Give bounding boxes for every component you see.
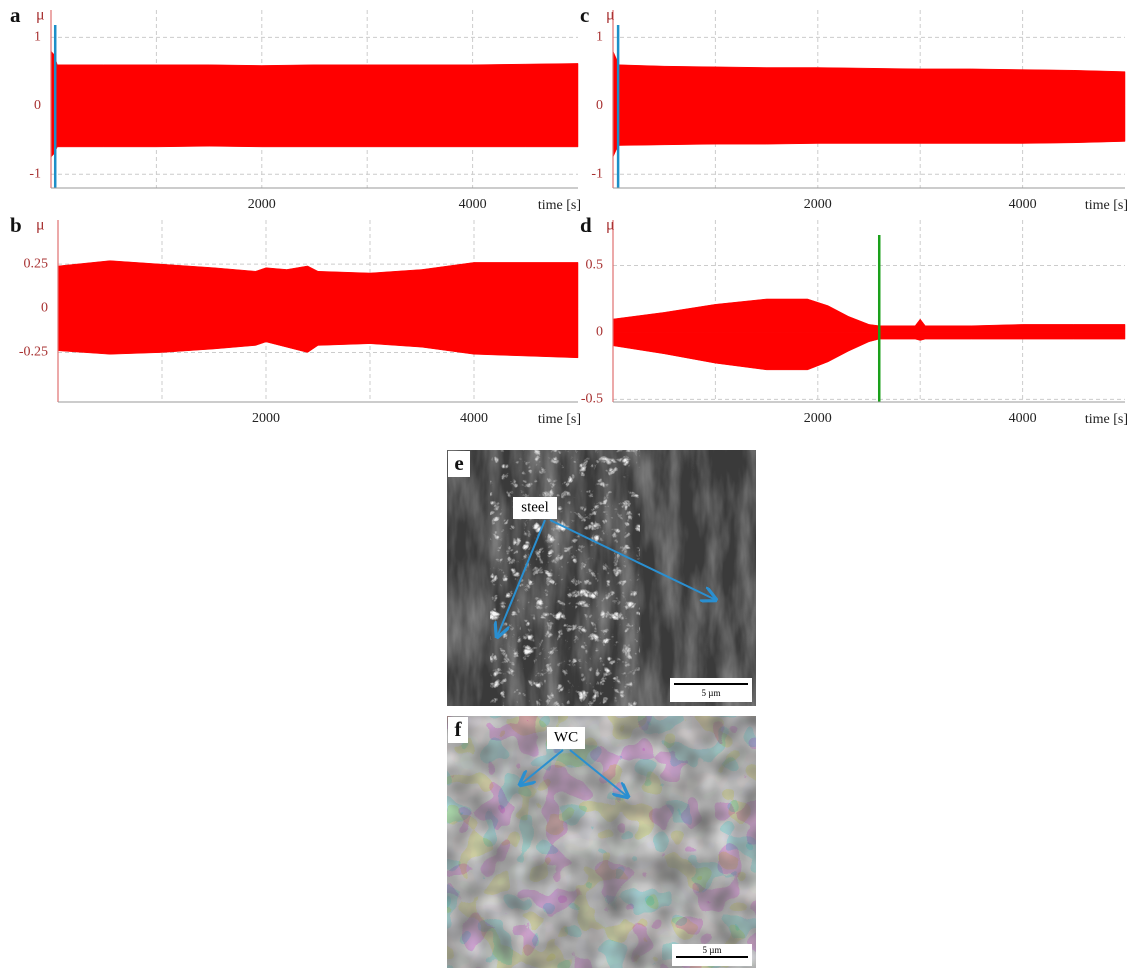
x-axis-label: time [s]	[538, 198, 581, 213]
y-tick-label: 0	[34, 98, 41, 113]
x-tick-label: 2000	[252, 411, 280, 426]
y-axis-label: μ	[606, 217, 615, 234]
panel-label: c	[580, 3, 589, 27]
y-axis-label: μ	[36, 7, 45, 24]
y-tick-label: 1	[596, 30, 603, 45]
panel-label: f	[455, 717, 463, 741]
y-tick-label: 0	[41, 301, 48, 316]
x-axis-label: time [s]	[1085, 412, 1128, 427]
panel-label: a	[10, 3, 21, 27]
scale-label: 5 µm	[702, 688, 721, 698]
sem-texture	[447, 716, 756, 968]
sem-panel-f: f WC 5 µm	[447, 716, 756, 968]
x-tick-label: 2000	[804, 411, 832, 426]
envelope-upper	[613, 299, 1125, 332]
y-tick-label: -1	[29, 167, 41, 182]
annotation: steel	[521, 499, 549, 515]
x-tick-label: 4000	[459, 197, 487, 212]
x-axis-label: time [s]	[538, 412, 581, 427]
figure: e steel 5 µm f WC 5 µm -10120004000aμtim…	[0, 0, 1136, 969]
y-axis-label: μ	[606, 7, 615, 24]
y-tick-label: 1	[34, 30, 41, 45]
x-axis-label: time [s]	[1085, 198, 1128, 213]
envelope-upper	[51, 51, 578, 106]
y-tick-label: -0.5	[581, 392, 603, 407]
y-tick-label: 0	[596, 98, 603, 113]
y-tick-label: 0	[596, 325, 603, 340]
envelope-lower	[613, 332, 1125, 369]
x-tick-label: 2000	[804, 197, 832, 212]
panel-label: b	[10, 213, 22, 237]
panel-label: e	[454, 451, 463, 475]
envelope-lower	[51, 106, 578, 157]
scale-label: 5 µm	[703, 945, 722, 955]
y-tick-label: -1	[591, 167, 603, 182]
y-axis-label: μ	[36, 217, 45, 234]
y-tick-label: 0.5	[586, 258, 604, 273]
panel-label: d	[580, 213, 592, 237]
x-tick-label: 4000	[460, 411, 488, 426]
sem-panel-e: e steel 5 µm	[447, 450, 756, 706]
x-tick-label: 4000	[1009, 197, 1037, 212]
y-tick-label: -0.25	[19, 345, 48, 360]
y-tick-label: 0.25	[24, 256, 49, 271]
x-tick-label: 2000	[248, 197, 276, 212]
envelope-upper	[58, 261, 578, 309]
envelope-lower	[58, 308, 578, 357]
annotation: WC	[554, 729, 578, 745]
envelope-lower	[613, 106, 1125, 157]
envelope-upper	[613, 51, 1125, 106]
x-tick-label: 4000	[1009, 411, 1037, 426]
